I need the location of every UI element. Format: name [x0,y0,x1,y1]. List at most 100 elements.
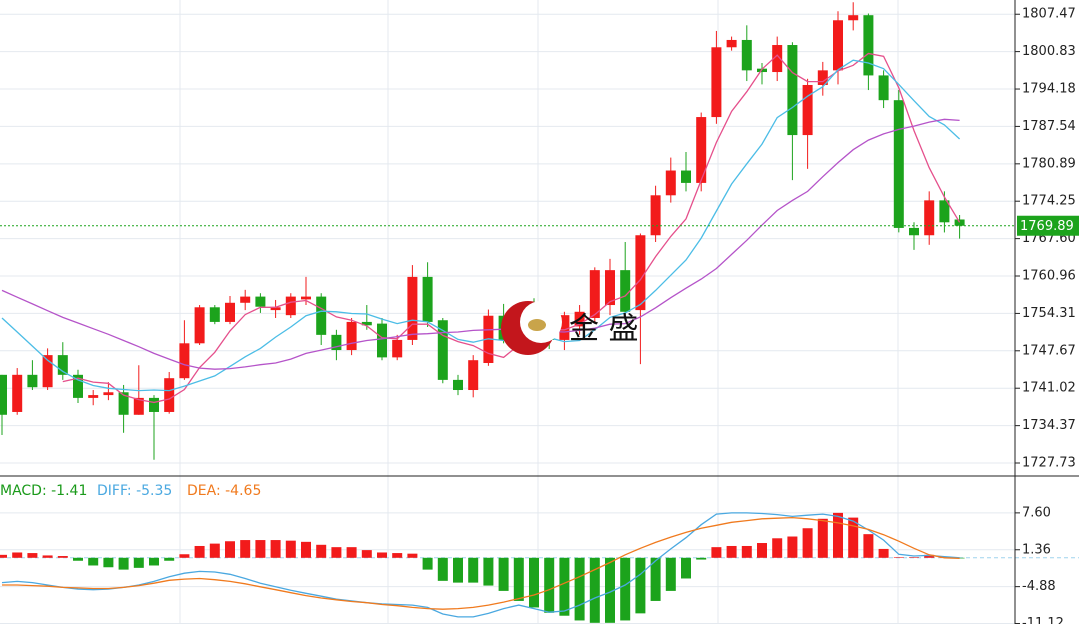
candle-body [240,296,251,303]
macd-bar [361,550,372,558]
macd-bar [240,540,251,558]
macd-bar [12,552,23,558]
macd-bar [133,557,144,568]
macd-bar [620,557,631,621]
macd-bar [757,543,767,558]
macd-bar [650,557,661,601]
y-tick-label: 1734.37 [1022,418,1076,433]
candle-body [331,334,342,351]
macd-bar [529,557,539,608]
macd-bar [194,545,205,558]
candle-body [392,339,403,358]
macd-bar [605,557,615,623]
candle-body [164,378,175,412]
macd-bar [103,557,114,568]
y-tick-label: 1.36 [1022,542,1051,557]
y-tick-label: 1727.73 [1022,456,1076,471]
macd-bar [164,557,175,561]
macd-bar [544,557,555,613]
candle-body [209,307,220,322]
candle-body [468,360,479,391]
candle-body [194,307,205,344]
macd-bar [27,553,38,558]
macd-bar [42,555,53,558]
macd-bar [437,557,448,581]
macd-bar [0,554,7,558]
indicator-line [1,59,961,392]
candle-body [635,235,646,311]
macd-bar [787,536,798,558]
y-tick-label: 1780.89 [1022,156,1076,171]
candle-body [589,270,600,318]
candle-body [620,270,631,312]
indicator-label: DIFF: -5.35 [97,483,172,499]
macd-bar [331,547,342,558]
candle-body [863,15,874,76]
macd-bar [407,553,418,558]
y-tick-label: 1741.02 [1022,381,1076,396]
macd-bar [513,557,524,601]
candle-body [817,70,828,85]
last-price-label: 1769.89 [1020,219,1074,234]
candle-body [726,39,737,48]
y-tick-label: 1807.47 [1022,7,1076,22]
candle-body [12,374,23,412]
y-tick-label: 7.60 [1022,505,1051,520]
macd-bar [468,557,479,583]
last-price-box [1017,215,1079,236]
macd-bar [878,548,889,558]
watermark: 金 盛 [569,312,639,347]
candle-body [924,200,935,236]
y-tick-label: 1787.54 [1022,119,1076,134]
y-tick-label: -4.88 [1022,579,1056,594]
candle-body [316,296,327,335]
candle-body [893,100,904,228]
macd-bar [301,541,311,558]
candle-body [954,219,965,226]
macd-bar [422,557,433,570]
candle-body [878,75,889,101]
macd-bar [73,557,83,561]
macd-bar [88,557,99,566]
overlay-layer: 金 盛 [0,225,1015,355]
macd-bar [346,547,357,558]
macd-bar [589,557,600,623]
candle-body [437,320,448,380]
macd-bar [817,518,828,558]
candle-body [285,296,296,316]
indicator-label: DEA: -4.65 [187,483,261,499]
candle-body [665,170,676,196]
candle-body [711,47,722,118]
candle-body [57,355,68,375]
macd-bar [316,544,327,558]
macd-bar [909,557,919,558]
candle-body [605,270,615,306]
macd-bar [118,557,129,570]
logo-gold [528,319,546,331]
candle-body [833,20,843,71]
candle-body [73,374,83,398]
indicator-line [1,512,960,618]
candle-body [848,15,859,21]
y-tick-label: 1760.96 [1022,268,1076,283]
macd-bar [696,557,707,560]
macd-bar [802,528,813,558]
candle-body [27,374,38,388]
indicator-line [1,118,960,370]
macd-bar [255,540,266,558]
candle-body [741,39,752,71]
macd-bar [225,541,235,558]
macd-bar [453,557,463,583]
candle-body [270,307,281,311]
candle-body [422,276,433,322]
candle-body [225,302,235,322]
macd-bar [270,540,281,558]
macd-bar [498,557,509,591]
candle-body [772,45,783,73]
candle-body [574,311,585,327]
macd-bar [209,543,220,558]
candle-body [103,392,114,396]
macd-bar [863,534,874,558]
